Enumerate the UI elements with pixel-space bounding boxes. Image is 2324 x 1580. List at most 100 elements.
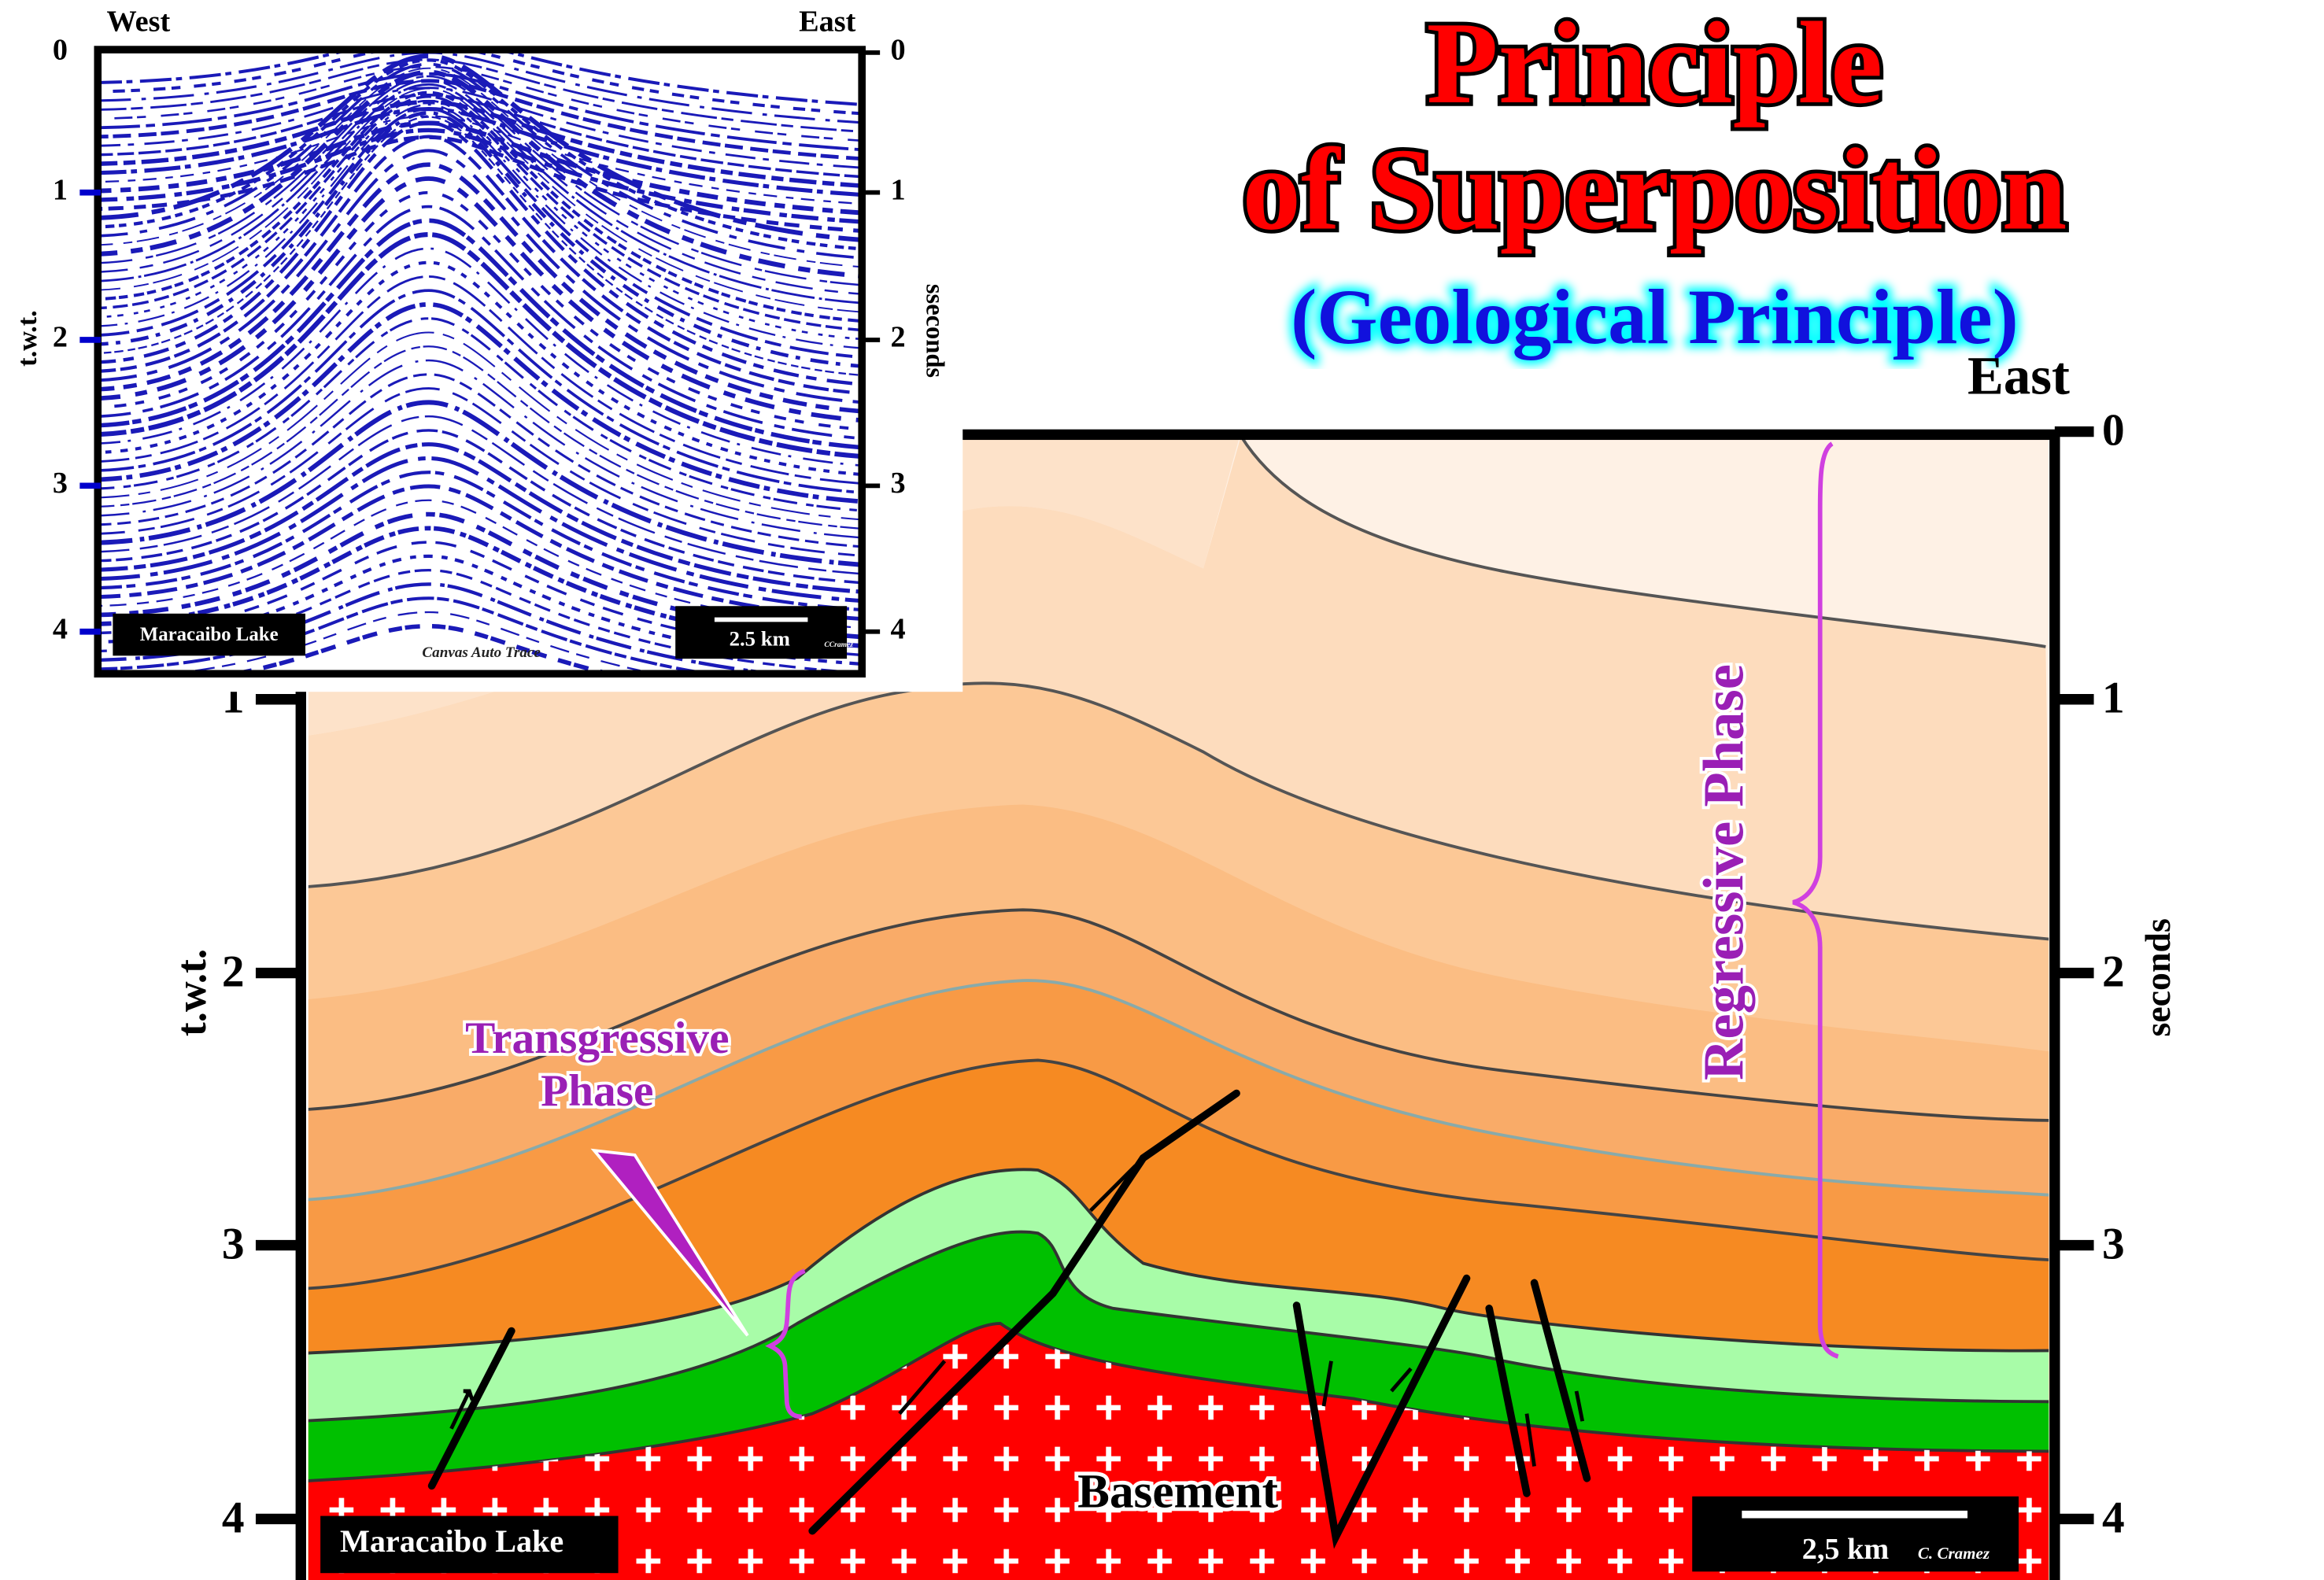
seismic-reflector — [101, 72, 859, 151]
inset-y2-tick: 2 — [891, 321, 906, 354]
location-label: Maracaibo Lake — [340, 1523, 563, 1559]
seismic-reflector — [101, 87, 859, 169]
seismic-reflector — [101, 54, 859, 242]
regressive-label: Regressive Phase — [1692, 664, 1756, 1080]
seismic-reflector — [101, 75, 859, 286]
seismic-reflector — [101, 79, 859, 161]
seismic-reflector — [101, 373, 859, 548]
seismic-reflector — [101, 387, 859, 557]
seismic-reflector — [187, 611, 645, 671]
seismic-reflector — [101, 106, 859, 197]
inset-credit: CCramez — [824, 640, 853, 649]
seismic-reflector — [101, 359, 859, 539]
title-line2: of Superposition — [1242, 125, 2067, 255]
seismic-reflector — [101, 442, 859, 594]
inset-frame — [94, 46, 866, 678]
seismic-reflector — [101, 302, 859, 504]
seismic-reflector — [101, 90, 859, 323]
brace — [1792, 441, 1839, 1359]
seismic-reflector — [101, 52, 859, 106]
seismic-reflector — [101, 120, 859, 386]
seismic-reflector — [101, 107, 859, 359]
section-frame — [295, 429, 2060, 1580]
y2-axis-label: seconds — [2137, 918, 2178, 1036]
seismic-reflector — [101, 103, 859, 349]
inset-scale-box — [675, 606, 848, 659]
y-tick-label: 4 — [222, 1493, 245, 1542]
inset-west: West — [107, 5, 171, 38]
inset-ticks — [79, 189, 102, 635]
seismic-reflector — [101, 79, 859, 295]
seismic-reflector — [101, 116, 859, 376]
seismic-reflector — [101, 275, 859, 485]
seismic-reflector — [101, 135, 859, 395]
seismic-reflector — [101, 62, 859, 260]
y-axis-label: t.w.t. — [168, 949, 215, 1036]
inset-location-box — [113, 613, 306, 656]
inset-y2-label: sseconds — [921, 284, 949, 378]
inset-y2-tick: 3 — [891, 467, 906, 500]
seismic-reflector — [101, 331, 859, 520]
subtitle-glow: (Geological Principle) — [1291, 274, 2019, 360]
seismic-reflector — [101, 456, 859, 603]
title-line1: Principle — [1427, 0, 1883, 128]
seismic-reflector — [101, 67, 859, 268]
seismic-reflector — [101, 596, 700, 671]
seismic-reflector — [101, 176, 859, 423]
y2-tick-label: 4 — [2102, 1493, 2125, 1542]
seismic-reflector — [101, 162, 859, 414]
inset-y-tick: 3 — [53, 467, 68, 500]
seismic-reflector — [101, 149, 859, 404]
inset-watermark: Canvas Auto Trace — [422, 644, 541, 661]
y-tick-label: 2 — [222, 947, 245, 997]
basement-label: Basement — [1077, 1465, 1278, 1519]
inset-y-tick: 2 — [53, 321, 68, 354]
seismic-reflector — [101, 218, 859, 449]
seismic-reflector — [101, 569, 849, 671]
seismic-reflector — [101, 65, 859, 142]
seismic-reflector — [101, 93, 859, 179]
seismic-reflector — [101, 554, 859, 666]
inset-scale: 2.5 km — [730, 626, 790, 650]
inset-y2-tick: 4 — [891, 613, 906, 646]
inset-y2-tick: 0 — [891, 34, 906, 67]
y2-tick-label: 0 — [2102, 406, 2125, 456]
seismic-reflector — [101, 205, 859, 440]
seismic-reflector — [101, 52, 859, 116]
y2-tick-label: 2 — [2102, 947, 2125, 997]
seismic-reflector — [101, 83, 859, 305]
inset-y-label: t.w.t. — [13, 310, 42, 367]
seismic-reflector — [101, 541, 859, 656]
inset-y-tick: 0 — [53, 34, 68, 67]
seismic-reflector — [101, 87, 859, 313]
seismic-reflector — [101, 247, 859, 467]
seismic-image — [101, 52, 859, 671]
seismic-reflector — [101, 400, 859, 567]
transgressive-line2: Phase — [541, 1066, 653, 1116]
seismic-reflector — [101, 499, 859, 629]
seismic-reflector — [101, 289, 859, 494]
inset-location: Maracaibo Lake — [140, 624, 279, 645]
tick-marks — [255, 426, 2094, 1525]
credit: C. Cramez — [1918, 1544, 1990, 1563]
seismic-reflector — [101, 484, 859, 621]
seismic-reflector — [101, 99, 859, 188]
seismic-reflector — [101, 317, 859, 511]
y2-tick-label: 3 — [2102, 1220, 2125, 1269]
inset-y-tick: 4 — [53, 613, 68, 646]
seismic-reflector — [101, 115, 859, 205]
transgressive-line1: Transgressive — [465, 1013, 729, 1063]
y-tick-label: 3 — [222, 1220, 245, 1269]
arrow — [590, 1148, 749, 1337]
inset-y-tick: 1 — [53, 173, 68, 206]
seismic-reflector — [101, 415, 859, 575]
seismic-reflector — [101, 345, 859, 530]
seismic-reflector — [101, 95, 859, 331]
brace — [765, 1268, 806, 1419]
inset-y2-tick: 1 — [891, 173, 906, 206]
seismic-reflector — [101, 429, 859, 584]
seismic-reflector — [101, 511, 859, 639]
seismic-reflector — [101, 471, 859, 611]
